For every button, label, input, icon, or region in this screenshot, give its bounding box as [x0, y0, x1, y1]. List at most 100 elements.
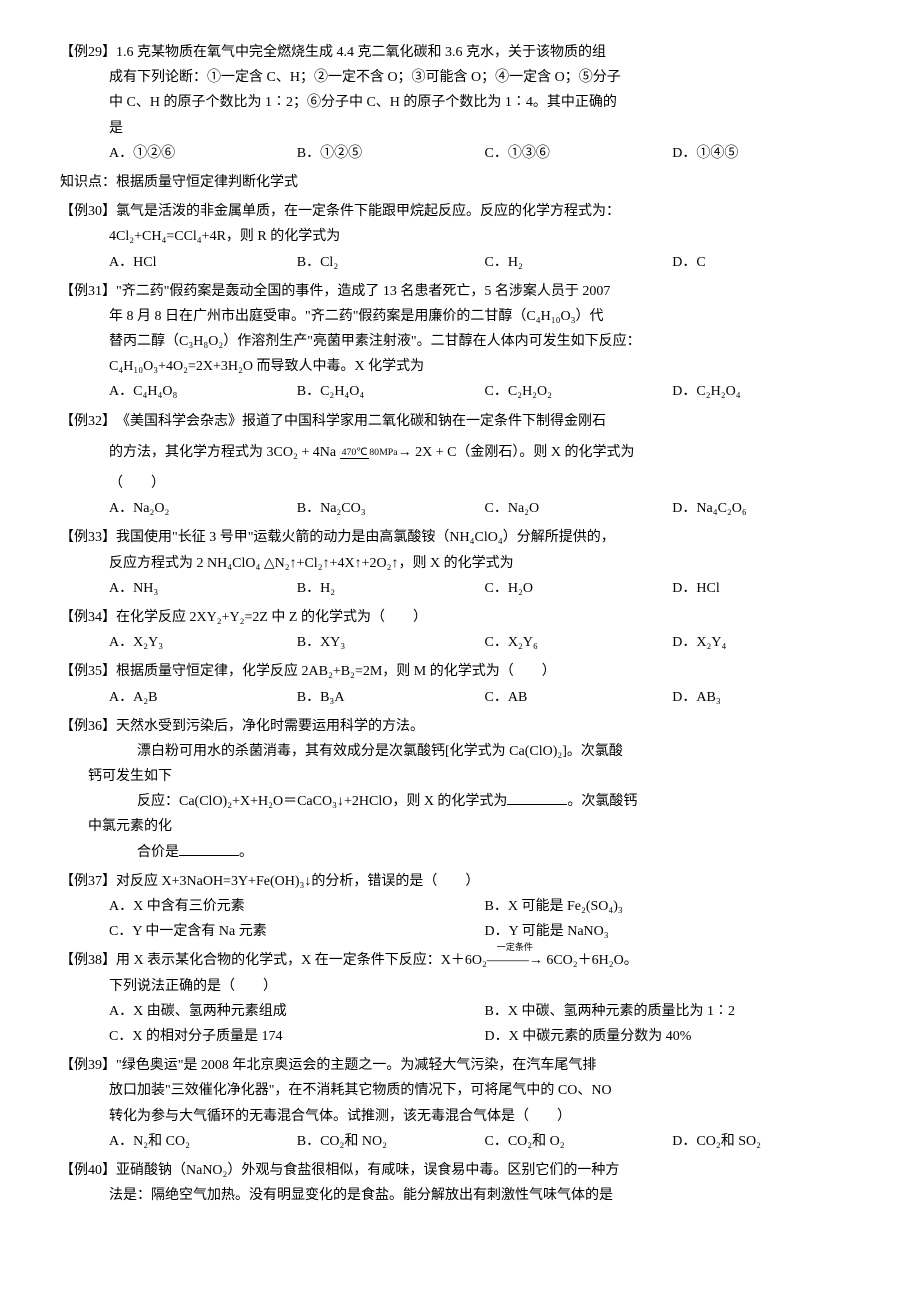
- problem-text: 用 X 表示某化合物的化学式，X 在一定条件下反应：X＋6O₂一定条件———→ …: [116, 948, 860, 973]
- text-segment: 。: [239, 845, 253, 860]
- options-row: A．X 由碳、氢两种元素组成 B．X 中碳、氢两种元素的质量比为 1∶2 C．X…: [60, 999, 860, 1049]
- problem-header: 【例35】 根据质量守恒定律，化学反应 2AB₂+B₂=2M，则 M 的化学式为…: [60, 659, 860, 684]
- option-text: X 中含有三价元素: [133, 899, 245, 914]
- option-text: ①③⑥: [508, 146, 550, 161]
- problem-header: 【例40】 亚硝酸钠（NaNO₂）外观与食盐很相似，有咸味，误食易中毒。区别它们…: [60, 1158, 860, 1183]
- option-text: ①④⑤: [696, 146, 738, 161]
- problem-text: 天然水受到污染后，净化时需要运用科学的方法。: [116, 714, 860, 739]
- problem-35: 【例35】 根据质量守恒定律，化学反应 2AB₂+B₂=2M，则 M 的化学式为…: [60, 659, 860, 709]
- problem-header: 【例34】 在化学反应 2XY₂+Y₂=2Z 中 Z 的化学式为（ ）: [60, 605, 860, 630]
- problem-text-line: 是: [60, 116, 860, 141]
- option-b: B．XY₃: [297, 630, 485, 655]
- problem-text: 1.6 克某物质在氧气中完全燃烧生成 4.4 克二氧化碳和 3.6 克水，关于该…: [116, 40, 860, 65]
- option-text: H₂: [508, 255, 523, 270]
- equation-line: 的方法，其化学方程式为 3CO₂ + 4Na 470℃80MPa→ 2X + C…: [60, 440, 860, 465]
- option-a: A．C₄H₄O₈: [109, 379, 297, 404]
- option-b: B．Cl₂: [297, 250, 485, 275]
- option-b: B．Na₂CO₃: [297, 496, 485, 521]
- problem-label: 【例37】: [60, 869, 116, 894]
- problem-text-line: C₄H₁₀O₃+4O₂=2X+3H₂O 而导致人中毒。X 化学式为: [60, 354, 860, 379]
- options-row: A．X₂Y₃ B．XY₃ C．X₂Y₆ D．X₂Y₄: [60, 630, 860, 655]
- option-c: C．H₂O: [485, 576, 673, 601]
- fill-blank: [179, 841, 239, 856]
- problem-text-line: 替丙二醇（C₃H₈O₂）作溶剂生产"亮菌甲素注射液"。二甘醇在人体内可发生如下反…: [60, 329, 860, 354]
- option-c: C．X 的相对分子质量是 174: [109, 1024, 485, 1049]
- option-c: C．Na₂O: [485, 496, 673, 521]
- option-text: X 的相对分子质量是 174: [132, 1029, 282, 1044]
- option-text: Y 可能是 NaNO₃: [509, 924, 609, 939]
- option-c: C．CO₂和 O₂: [485, 1129, 673, 1154]
- option-text: B₃A: [320, 690, 344, 705]
- problem-label: 【例32】: [60, 409, 116, 434]
- option-c: C．①③⑥: [485, 141, 673, 166]
- problem-text-line: 漂白粉可用水的杀菌消毒，其有效成分是次氯酸钙[化学式为 Ca(ClO)₂]。次氯…: [60, 739, 860, 764]
- option-a: A．X₂Y₃: [109, 630, 297, 655]
- option-text: CO₂和 SO₂: [696, 1134, 761, 1149]
- option-c: C．H₂: [485, 250, 673, 275]
- option-b: B．X 中碳、氢两种元素的质量比为 1∶2: [485, 999, 861, 1024]
- option-text: Na₂O: [508, 501, 539, 516]
- option-c: C．C₂H₂O₂: [485, 379, 673, 404]
- paren-blank: （ ）: [60, 471, 860, 496]
- option-text: N₂和 CO₂: [133, 1134, 190, 1149]
- option-text: AB₃: [696, 690, 720, 705]
- options-row: A．C₄H₄O₈ B．C₂H₄O₄ C．C₂H₂O₂ D．C₂H₂O₄: [60, 379, 860, 404]
- problem-label: 【例36】: [60, 714, 116, 739]
- option-text: Na₂CO₃: [320, 501, 366, 516]
- problem-label: 【例34】: [60, 605, 116, 630]
- options-row: A．A₂B B．B₃A C．AB D．AB₃: [60, 685, 860, 710]
- problem-text: "绿色奥运"是 2008 年北京奥运会的主题之一。为减轻大气污染，在汽车尾气排: [116, 1053, 860, 1078]
- problem-label: 【例35】: [60, 659, 116, 684]
- problem-header: 【例31】 "齐二药"假药案是轰动全国的事件，造成了 13 名患者死亡，5 名涉…: [60, 279, 860, 304]
- option-b: B．H₂: [297, 576, 485, 601]
- problem-text-line: 下列说法正确的是（ ）: [60, 974, 860, 999]
- problem-text-line: 4Cl₂+CH₄=CCl₄+4R，则 R 的化学式为: [60, 224, 860, 249]
- option-b: B．C₂H₄O₄: [297, 379, 485, 404]
- option-d: D．CO₂和 SO₂: [672, 1129, 860, 1154]
- problem-header: 【例33】 我国使用"长征 3 号甲"运载火箭的动力是由高氯酸铵（NH₄ClO₄…: [60, 525, 860, 550]
- problem-text-line: 成有下列论断：①一定含 C、H；②一定不含 O；③可能含 O；④一定含 O；⑤分…: [60, 65, 860, 90]
- option-a: A．Na₂O₂: [109, 496, 297, 521]
- equation-prefix: 的方法，其化学方程式为: [109, 445, 263, 460]
- options-row: A．Na₂O₂ B．Na₂CO₃ C．Na₂O D．Na₄C₂O₆: [60, 496, 860, 521]
- options-row: A．N₂和 CO₂ B．CO₂和 NO₂ C．CO₂和 O₂ D．CO₂和 SO…: [60, 1129, 860, 1154]
- problem-30: 【例30】 氯气是活泼的非金属单质，在一定条件下能跟甲烷起反应。反应的化学方程式…: [60, 199, 860, 275]
- problem-label: 【例33】: [60, 525, 116, 550]
- option-text: ①②⑤: [320, 146, 362, 161]
- option-a: A．X 中含有三价元素: [109, 894, 485, 919]
- option-a: A．A₂B: [109, 685, 297, 710]
- option-text: C₂H₂O₄: [696, 384, 740, 399]
- option-text: AB: [508, 690, 527, 705]
- option-text: C₂H₄O₄: [320, 384, 364, 399]
- arrow-cond-bot: 80MPa: [369, 447, 397, 458]
- text-segment: 。次氯酸钙: [567, 794, 637, 809]
- problem-38: 【例38】 用 X 表示某化合物的化学式，X 在一定条件下反应：X＋6O₂一定条…: [60, 948, 860, 1049]
- option-text: Cl₂: [320, 255, 338, 270]
- option-c: C．AB: [485, 685, 673, 710]
- option-text: ①②⑥: [133, 146, 175, 161]
- problem-32: 【例32】 《美国科学会杂志》报道了中国科学家用二氧化碳和钠在一定条件下制得金刚…: [60, 409, 860, 522]
- option-text: X₂Y₄: [696, 635, 726, 650]
- option-a: A．NH₃: [109, 576, 297, 601]
- options-row: A．①②⑥ B．①②⑤ C．①③⑥ D．①④⑤: [60, 141, 860, 166]
- option-text: X₂Y₃: [133, 635, 163, 650]
- problem-33: 【例33】 我国使用"长征 3 号甲"运载火箭的动力是由高氯酸铵（NH₄ClO₄…: [60, 525, 860, 601]
- option-a: A．N₂和 CO₂: [109, 1129, 297, 1154]
- text-segment: 反应：Ca(ClO)₂+X+H₂O＝CaCO₃↓+2HClO，则 X 的化学式为: [109, 794, 507, 809]
- problem-text-line: 合价是。: [60, 840, 860, 865]
- problem-label: 【例31】: [60, 279, 116, 304]
- problem-header: 【例36】 天然水受到污染后，净化时需要运用科学的方法。: [60, 714, 860, 739]
- option-text: X₂Y₆: [508, 635, 538, 650]
- problem-text-line: 中 C、H 的原子个数比为 1∶2；⑥分子中 C、H 的原子个数比为 1∶4。其…: [60, 90, 860, 115]
- options-row: A．X 中含有三价元素 B．X 可能是 Fe₂(SO₄)₃ C．Y 中一定含有 …: [60, 894, 860, 944]
- option-text: CO₂和 NO₂: [320, 1134, 387, 1149]
- option-text: HCl: [133, 255, 156, 270]
- problem-header: 【例37】 对反应 X+3NaOH=3Y+Fe(OH)₃↓的分析，错误的是（ ）: [60, 869, 860, 894]
- reaction-arrow: 470℃80MPa: [340, 448, 398, 458]
- option-c: C．Y 中一定含有 Na 元素: [109, 919, 485, 944]
- problem-text: 在化学反应 2XY₂+Y₂=2Z 中 Z 的化学式为（ ）: [116, 605, 860, 630]
- option-text: H₂O: [508, 581, 533, 596]
- arrow-condition: 一定条件: [487, 939, 543, 955]
- options-row: A．NH₃ B．H₂ C．H₂O D．HCl: [60, 576, 860, 601]
- option-text: C₂H₂O₂: [508, 384, 552, 399]
